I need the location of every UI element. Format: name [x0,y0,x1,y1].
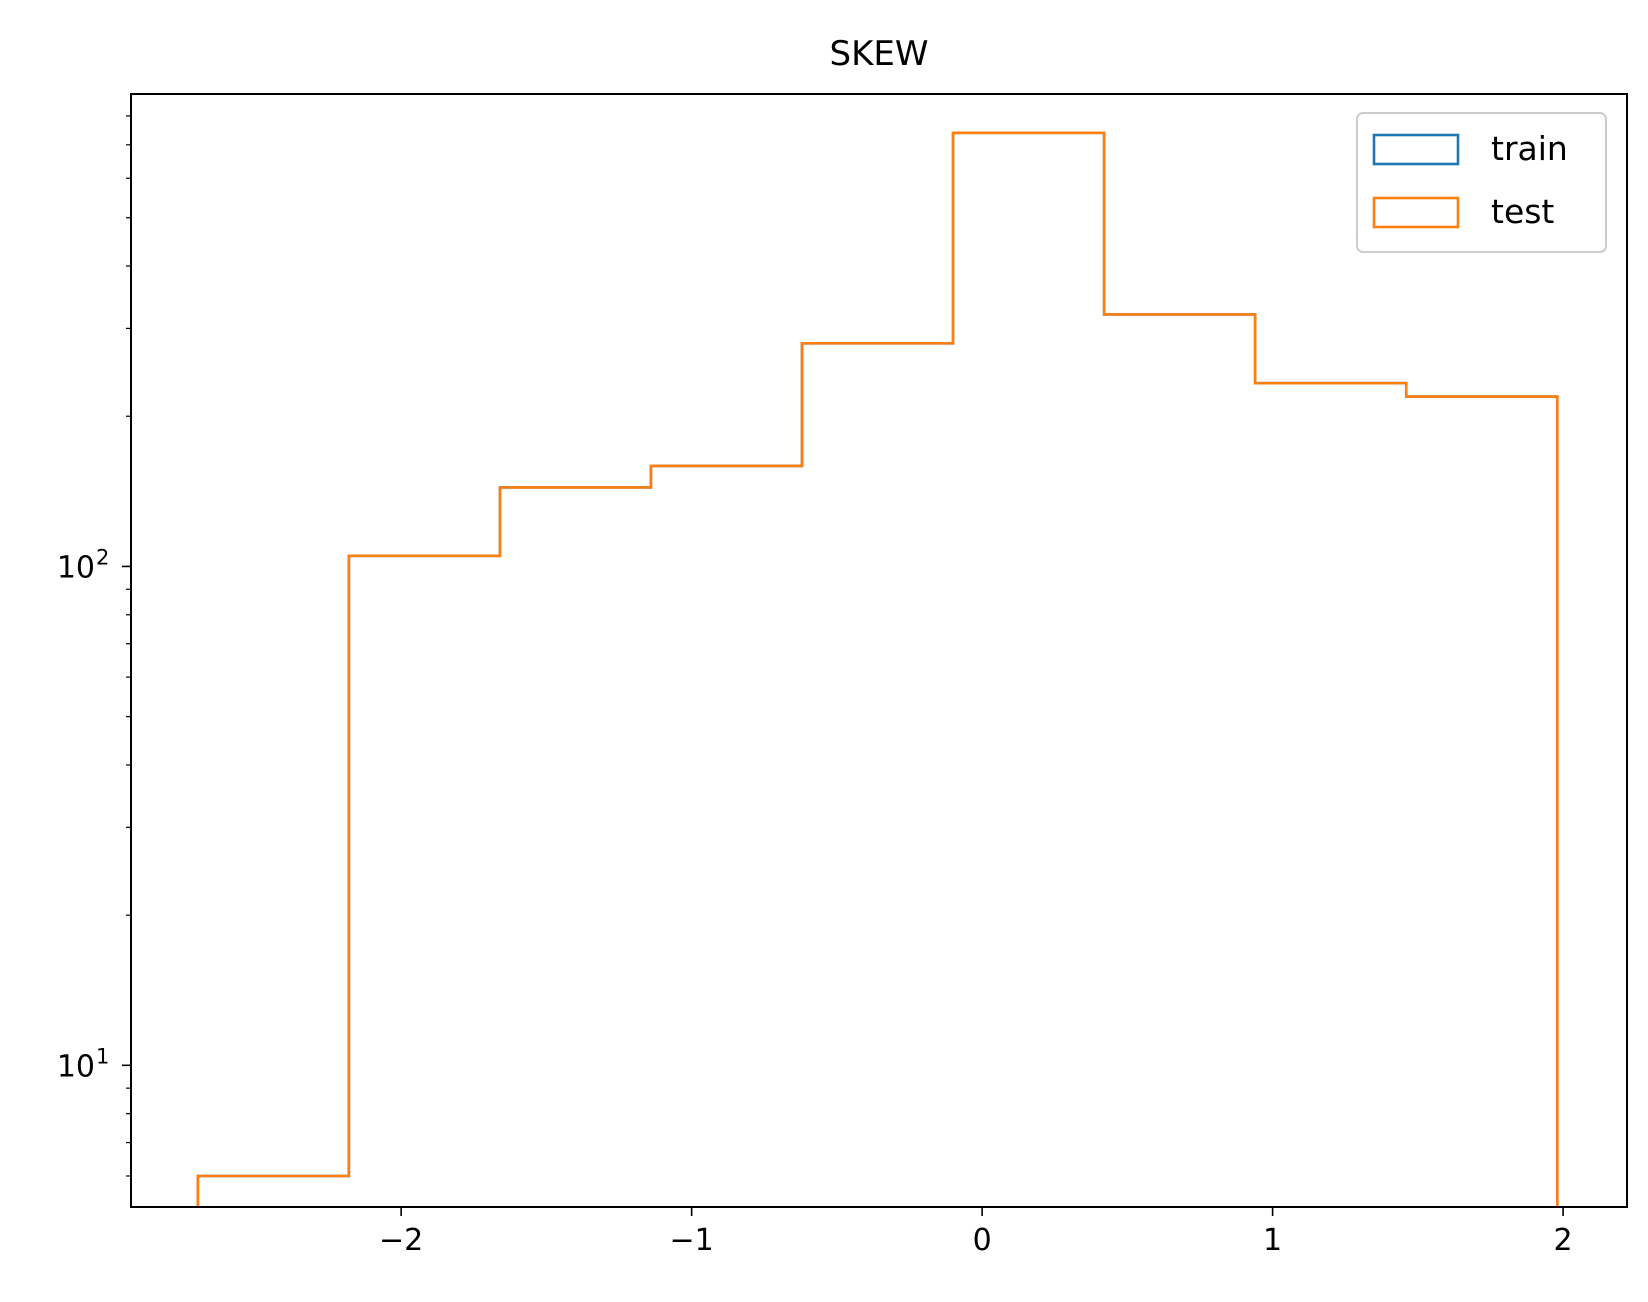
x-tick-label: 2 [1554,1223,1573,1258]
y-tick-label: 10 [57,550,95,585]
legend-label-test: test [1491,192,1554,231]
legend: train test [1356,112,1607,253]
x-tick-label: 0 [973,1223,992,1258]
y-tick-exponent: 2 [96,545,109,569]
x-axis: −2 −1 0 1 2 [379,1207,1573,1258]
legend-swatch-test [1372,196,1460,229]
y-tick-exponent: 1 [96,1044,109,1068]
legend-label-train: train [1491,129,1568,168]
legend-swatch-train [1372,133,1460,166]
legend-box [1356,112,1607,253]
series-test-outline [196,131,1559,1207]
x-tick-label: −1 [670,1223,714,1258]
x-tick-label: −2 [379,1223,423,1258]
chart-title: SKEW [830,34,929,74]
series-layer [196,131,1559,1207]
y-tick-label: 10 [57,1049,95,1084]
x-tick-label: 1 [1263,1223,1282,1258]
series-train-outline [196,131,1559,1207]
plot-frame [130,93,1628,1208]
